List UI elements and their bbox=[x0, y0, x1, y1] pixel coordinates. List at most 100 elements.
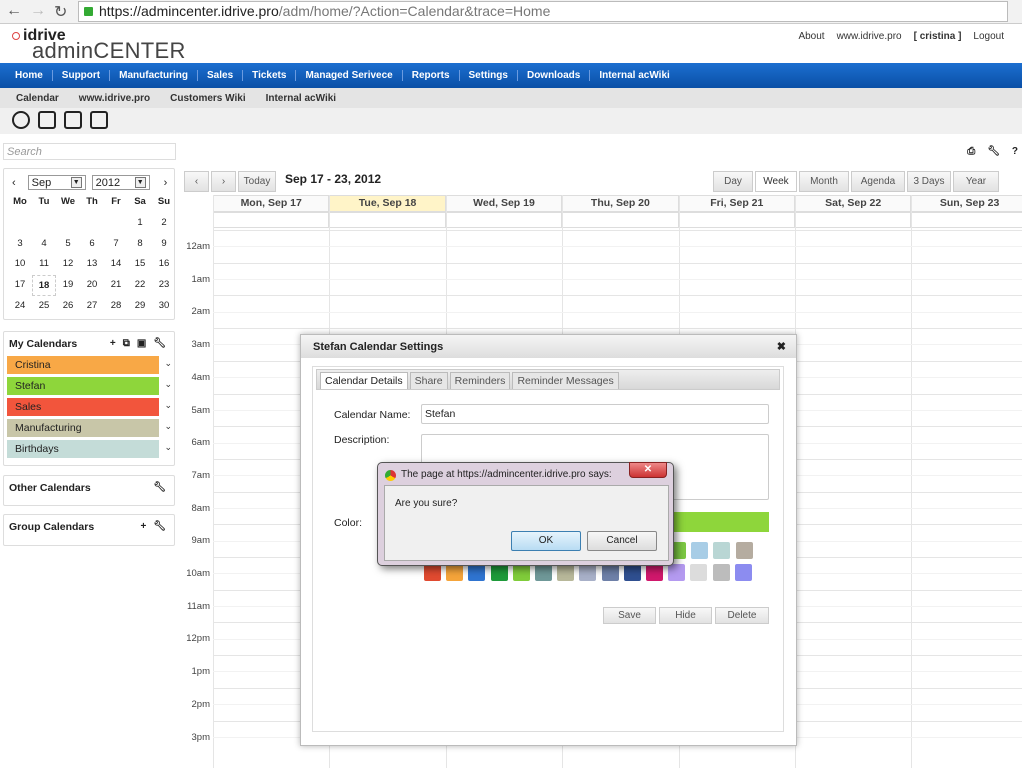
day-header[interactable]: Sat, Sep 22 bbox=[795, 195, 912, 212]
day-cell[interactable]: 12 bbox=[62, 258, 74, 270]
clock-icon[interactable] bbox=[12, 111, 30, 129]
color-swatch[interactable] bbox=[535, 564, 552, 581]
logout-link[interactable]: Logout bbox=[973, 31, 1004, 42]
day-cell[interactable]: 24 bbox=[14, 299, 26, 311]
nav-home[interactable]: Home bbox=[6, 70, 53, 81]
site-link[interactable]: www.idrive.pro bbox=[836, 31, 902, 42]
day-cell[interactable]: 16 bbox=[158, 258, 170, 270]
color-swatch[interactable] bbox=[446, 564, 464, 581]
tab-share[interactable]: Share bbox=[409, 372, 448, 389]
calendar-item-sales[interactable]: Sales ⌄ bbox=[7, 398, 172, 416]
day-cell[interactable]: 20 bbox=[86, 279, 98, 291]
day-cell[interactable]: 27 bbox=[86, 299, 98, 311]
day-cell[interactable]: 29 bbox=[134, 299, 146, 311]
day-cell[interactable]: 8 bbox=[137, 237, 143, 249]
add-icon[interactable]: + bbox=[140, 521, 147, 532]
color-swatch[interactable] bbox=[424, 564, 441, 581]
all-day-cell[interactable] bbox=[445, 212, 563, 228]
print-icon[interactable]: ⎙ bbox=[967, 146, 976, 157]
view-year-button[interactable]: Year bbox=[953, 171, 999, 192]
address-bar[interactable]: https://admincenter.idrive.pro/adm/home/… bbox=[78, 1, 1008, 22]
year-select[interactable]: 2012 ▼ bbox=[91, 175, 150, 190]
day-cell[interactable]: 26 bbox=[62, 299, 74, 311]
ok-button[interactable]: OK bbox=[511, 531, 581, 551]
reload-icon[interactable]: ↻ bbox=[54, 4, 68, 21]
day-cell[interactable]: 23 bbox=[158, 279, 170, 291]
all-day-cell[interactable] bbox=[329, 212, 446, 228]
calendar-name-input[interactable]: Stefan bbox=[421, 404, 769, 424]
search-input[interactable]: Search bbox=[3, 143, 176, 160]
day-cell[interactable]: 7 bbox=[113, 237, 119, 249]
day-cell[interactable]: 5 bbox=[65, 237, 71, 249]
day-cell[interactable]: 14 bbox=[110, 258, 122, 270]
day-cell[interactable]: 4 bbox=[41, 237, 47, 249]
day-cell[interactable]: 13 bbox=[86, 258, 98, 270]
nav-manufacturing[interactable]: Manufacturing bbox=[110, 70, 199, 81]
chevron-down-icon[interactable]: ⌄ bbox=[164, 442, 172, 452]
day-cell[interactable]: 15 bbox=[134, 258, 146, 270]
calculator-icon[interactable] bbox=[64, 111, 82, 129]
view-month-button[interactable]: Month bbox=[799, 171, 849, 192]
cancel-button[interactable]: Cancel bbox=[587, 531, 657, 551]
day-cell[interactable]: 2 bbox=[161, 216, 167, 228]
save-button[interactable]: Save bbox=[603, 607, 656, 624]
color-swatch[interactable] bbox=[557, 564, 575, 581]
subnav-site[interactable]: www.idrive.pro bbox=[78, 92, 151, 104]
color-swatch[interactable] bbox=[712, 564, 730, 581]
chevron-down-icon[interactable]: ⌄ bbox=[164, 421, 172, 431]
day-cell[interactable]: 10 bbox=[14, 258, 26, 270]
all-day-cell[interactable] bbox=[795, 212, 912, 228]
chevron-down-icon[interactable]: ⌄ bbox=[164, 358, 172, 368]
nav-managed-service[interactable]: Managed Serivece bbox=[296, 70, 403, 81]
calendar-item-birthdays[interactable]: Birthdays ⌄ bbox=[7, 440, 172, 458]
all-day-cell[interactable] bbox=[678, 212, 795, 228]
help-icon[interactable]: ? bbox=[1011, 146, 1018, 157]
forward-icon[interactable]: → bbox=[30, 2, 46, 19]
color-swatch[interactable] bbox=[623, 564, 641, 581]
day-cell[interactable]: 21 bbox=[110, 279, 122, 291]
color-swatch[interactable] bbox=[601, 564, 619, 581]
all-day-cell[interactable] bbox=[911, 212, 1022, 228]
day-cell[interactable]: 28 bbox=[110, 299, 122, 311]
all-day-cell[interactable] bbox=[562, 212, 679, 228]
color-swatch[interactable] bbox=[668, 564, 686, 581]
next-month-button[interactable]: › bbox=[163, 176, 168, 189]
calendar-icon[interactable] bbox=[38, 111, 56, 129]
color-swatch[interactable] bbox=[512, 564, 530, 581]
color-swatch[interactable] bbox=[735, 542, 753, 559]
nav-tickets[interactable]: Tickets bbox=[243, 70, 297, 81]
chevron-down-icon[interactable]: ⌄ bbox=[164, 379, 172, 389]
tab-calendar-details[interactable]: Calendar Details bbox=[320, 372, 408, 389]
day-header[interactable]: Fri, Sep 21 bbox=[678, 195, 795, 212]
day-cell[interactable]: 9 bbox=[161, 237, 167, 249]
color-swatch[interactable] bbox=[490, 564, 508, 581]
hide-button[interactable]: Hide bbox=[659, 607, 712, 624]
subnav-internal-wiki[interactable]: Internal acWiki bbox=[265, 92, 337, 104]
close-icon[interactable]: ✕ bbox=[629, 462, 667, 478]
day-header[interactable]: Sun, Sep 23 bbox=[911, 195, 1022, 212]
wrench-icon[interactable]: 🔧︎ bbox=[987, 146, 1000, 157]
about-link[interactable]: About bbox=[798, 31, 825, 42]
color-swatch[interactable] bbox=[713, 542, 731, 559]
calendar-item-manufacturing[interactable]: Manufacturing ⌄ bbox=[7, 419, 172, 437]
wrench-icon[interactable]: 🔧︎ bbox=[153, 521, 166, 532]
delete-button[interactable]: Delete bbox=[715, 607, 769, 624]
prev-week-button[interactable]: ‹ bbox=[184, 171, 209, 192]
subnav-customers-wiki[interactable]: Customers Wiki bbox=[170, 92, 246, 104]
day-cell[interactable]: 19 bbox=[62, 279, 74, 291]
calendar-item-stefan[interactable]: Stefan ⌄ bbox=[7, 377, 172, 395]
nav-sales[interactable]: Sales bbox=[198, 70, 244, 81]
close-icon[interactable]: ✖ bbox=[776, 341, 786, 353]
next-week-button[interactable]: › bbox=[211, 171, 236, 192]
day-header[interactable]: Tue, Sep 18 bbox=[329, 195, 446, 212]
copy-icon[interactable]: ⧉ bbox=[122, 338, 130, 349]
wrench-icon[interactable]: 🔧︎ bbox=[153, 482, 166, 493]
prev-month-button[interactable]: ‹ bbox=[12, 176, 16, 189]
day-cell[interactable]: 3 bbox=[17, 237, 23, 249]
today-button[interactable]: Today bbox=[238, 171, 276, 192]
nav-settings[interactable]: Settings bbox=[460, 70, 518, 81]
view-3-days-button[interactable]: 3 Days bbox=[907, 171, 951, 192]
all-day-cell[interactable] bbox=[213, 212, 330, 228]
color-swatch[interactable] bbox=[690, 564, 708, 581]
day-cell[interactable]: 30 bbox=[158, 299, 170, 311]
